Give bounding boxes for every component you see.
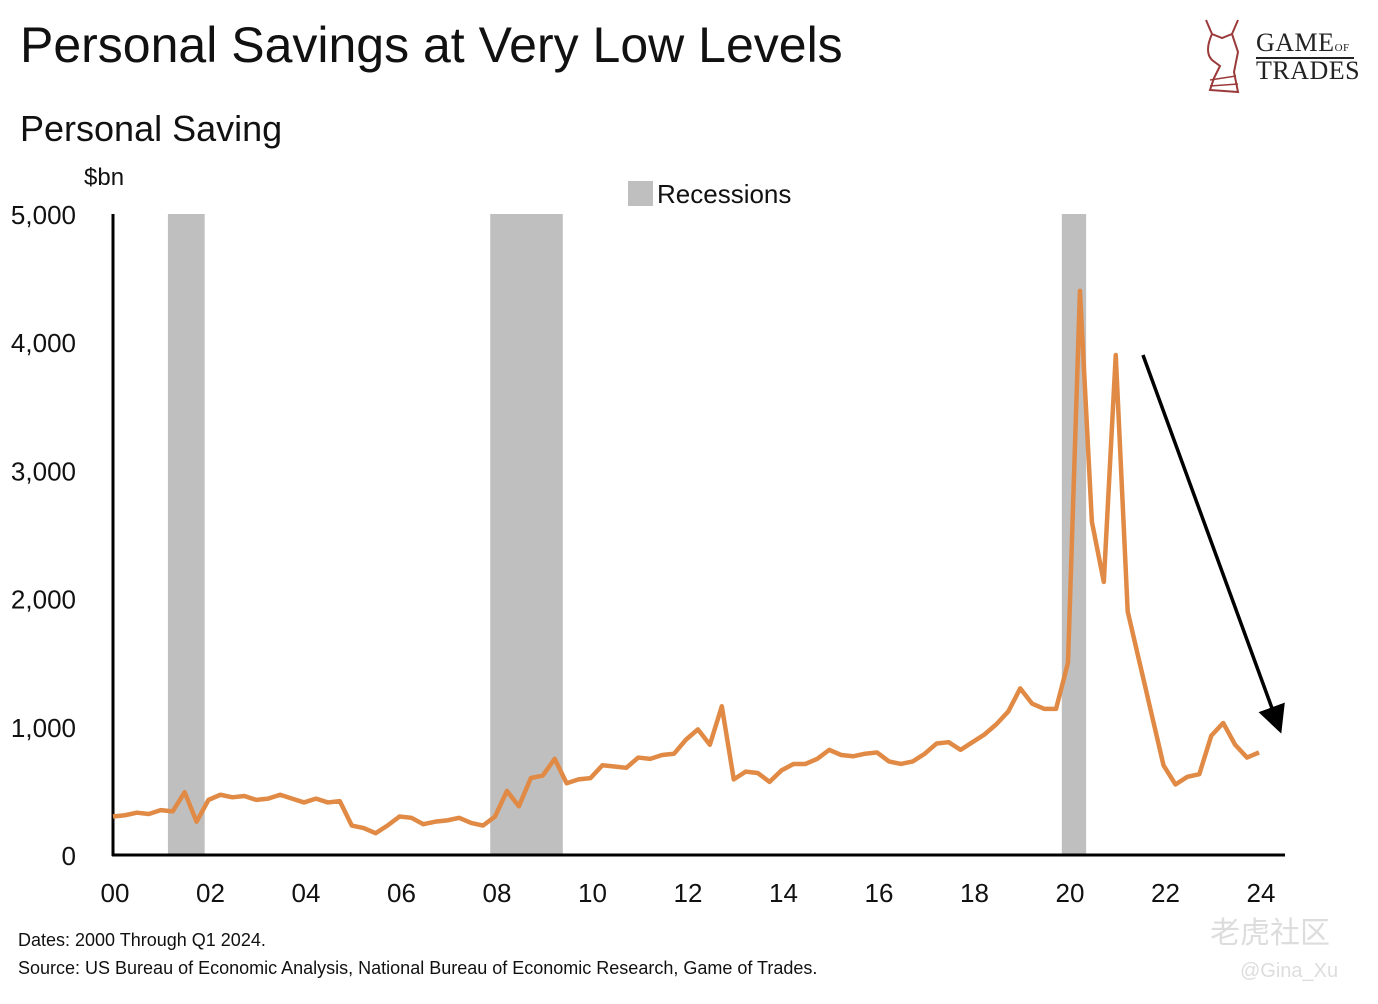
game-of-trades-logo: GAMEOF TRADES xyxy=(1198,12,1361,96)
y-axis-label: $bn xyxy=(84,164,124,191)
x-tick-label: 20 xyxy=(1056,878,1085,908)
x-tick-label: 00 xyxy=(101,878,130,908)
x-tick-label: 06 xyxy=(387,878,416,908)
logo-line-1: GAMEOF xyxy=(1256,28,1350,58)
x-tick-label: 10 xyxy=(578,878,607,908)
watermark-user: @Gina_Xu xyxy=(1240,960,1339,982)
y-tick-label: 1,000 xyxy=(11,713,76,743)
downtrend-arrow xyxy=(1141,354,1285,734)
series-line-personal-saving xyxy=(112,288,1260,836)
x-tick-label: 24 xyxy=(1247,878,1276,908)
y-tick-label: 5,000 xyxy=(11,200,76,230)
logo-trades: TRADES xyxy=(1256,56,1361,85)
footer-source: Source: US Bureau of Economic Analysis, … xyxy=(18,958,818,978)
chart-subtitle: Personal Saving xyxy=(20,108,283,149)
x-tick-label: 02 xyxy=(196,878,225,908)
recession-band xyxy=(167,214,205,855)
x-tick-label: 12 xyxy=(674,878,703,908)
x-tick-label: 22 xyxy=(1151,878,1180,908)
y-tick-label: 2,000 xyxy=(11,585,76,615)
footer-dates: Dates: 2000 Through Q1 2024. xyxy=(18,930,266,950)
x-tick-label: 18 xyxy=(960,878,989,908)
x-tick-label: 14 xyxy=(769,878,798,908)
recession-band xyxy=(490,214,563,855)
legend-swatch-recessions xyxy=(628,181,653,206)
x-tick-label: 04 xyxy=(292,878,321,908)
watermark-brand: 老虎社区 xyxy=(1210,917,1330,950)
x-tick-label: 16 xyxy=(865,878,894,908)
y-tick-label: 0 xyxy=(62,841,76,871)
x-tick-label: 08 xyxy=(483,878,512,908)
page-title: Personal Savings at Very Low Levels xyxy=(20,17,843,73)
legend-label-recessions: Recessions xyxy=(657,179,791,209)
logo-game: GAME xyxy=(1256,28,1335,57)
y-tick-label: 4,000 xyxy=(11,328,76,358)
logo-rule xyxy=(1256,57,1354,59)
logo-of: OF xyxy=(1334,42,1350,54)
y-tick-label: 3,000 xyxy=(11,456,76,486)
bull-knight-icon xyxy=(1205,19,1240,94)
